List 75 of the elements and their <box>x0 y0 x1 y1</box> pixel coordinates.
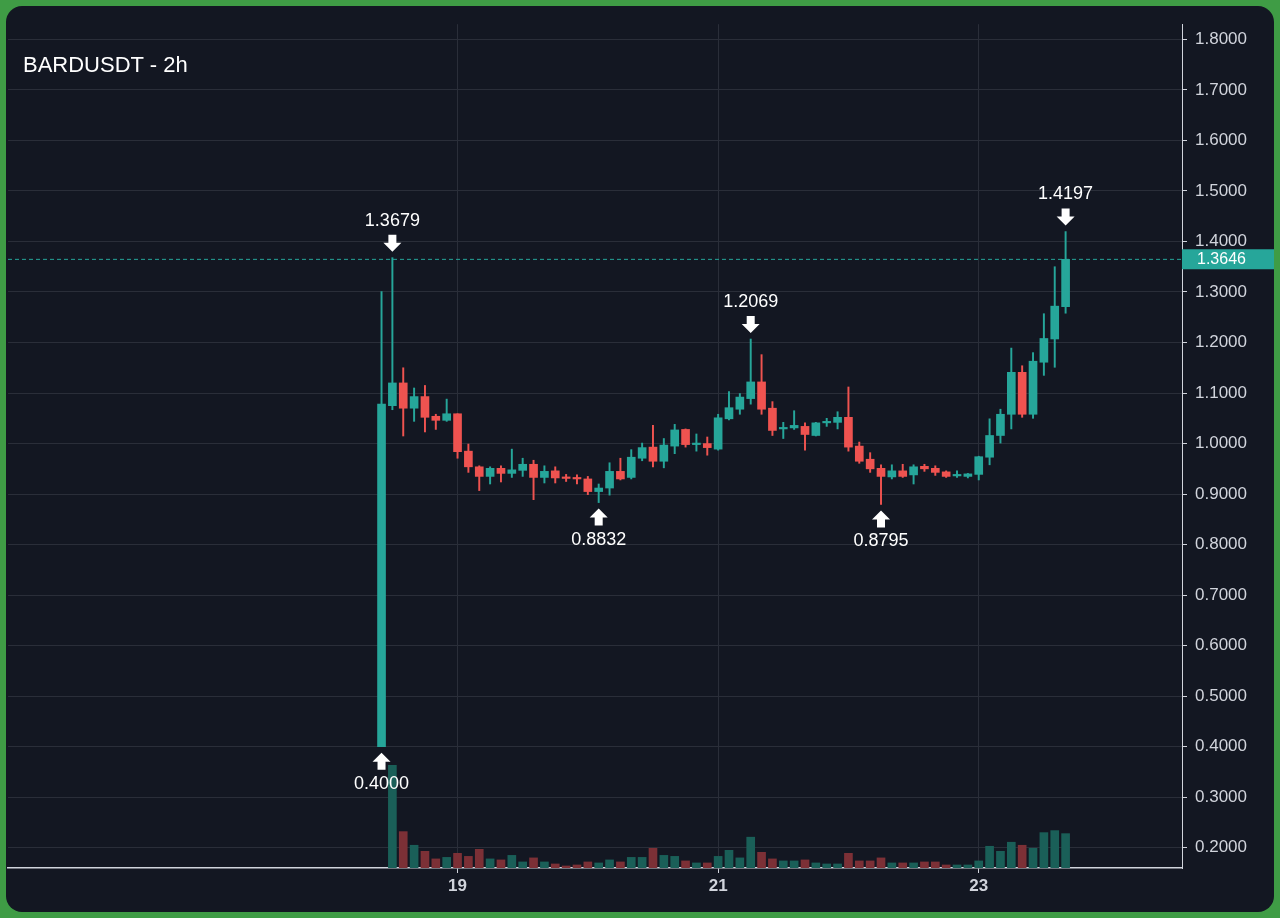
annotation: 0.4000 <box>354 772 410 793</box>
y-tick-label: 1.4000 <box>1195 231 1247 251</box>
bar <box>616 861 625 868</box>
bar <box>442 857 452 868</box>
bar <box>594 862 604 868</box>
y-tick-label: 1.6000 <box>1195 130 1247 150</box>
bar <box>518 861 528 868</box>
annotation: 0.8795 <box>853 530 909 551</box>
bar <box>1039 832 1049 868</box>
bar <box>854 860 864 868</box>
bar <box>431 858 441 868</box>
bar <box>974 860 984 868</box>
y-tick-label: 1.5000 <box>1195 180 1247 200</box>
annotation: 0.8832 <box>571 528 627 549</box>
bar <box>757 852 766 868</box>
y-tick-label: 0.9000 <box>1195 483 1247 503</box>
bar <box>420 851 430 868</box>
annotation: 1.4197 <box>1038 183 1094 204</box>
y-tick-label: 0.4000 <box>1195 736 1247 756</box>
ref-line-label: 1.3646 <box>1197 249 1247 267</box>
y-tick-label: 0.5000 <box>1195 685 1247 705</box>
text: BARDUSDT - 2h <box>23 52 188 78</box>
y-tick-label: 1.8000 <box>1195 29 1247 49</box>
bar <box>768 858 777 868</box>
bar <box>1028 847 1038 868</box>
y-tick-label: 1.2000 <box>1195 332 1247 352</box>
bar <box>930 861 940 868</box>
bar <box>529 857 538 868</box>
bar <box>844 853 853 868</box>
bar <box>681 860 690 868</box>
x-tick-label: 19 <box>448 875 467 895</box>
bar <box>605 859 614 868</box>
bar <box>540 861 549 868</box>
bar <box>1017 844 1027 868</box>
annotation: 1.2069 <box>723 291 779 311</box>
bar <box>1061 833 1070 868</box>
annotation: 1.3679 <box>364 209 420 230</box>
bar <box>920 861 929 868</box>
bar <box>1050 830 1060 868</box>
bar <box>1006 841 1016 868</box>
bar <box>724 849 734 868</box>
bar <box>746 836 756 868</box>
bar <box>898 862 908 868</box>
y-tick-label: 0.6000 <box>1195 635 1247 655</box>
y-tick-label: 0.8000 <box>1195 534 1247 554</box>
bar <box>833 863 842 868</box>
bar <box>909 862 918 868</box>
bar <box>409 844 419 868</box>
x-tick-label: 23 <box>969 875 989 895</box>
bar <box>453 853 462 868</box>
x-tick-label: 21 <box>708 875 728 895</box>
bar <box>692 862 701 868</box>
y-tick-label: 1.7000 <box>1195 79 1247 99</box>
y-tick-label: 0.7000 <box>1195 584 1247 604</box>
bar <box>713 856 723 868</box>
bar <box>637 857 647 868</box>
bar <box>648 847 658 868</box>
bar <box>464 856 473 868</box>
bar <box>778 860 788 868</box>
y-tick-label: 0.3000 <box>1195 786 1247 806</box>
y-tick-label: 1.0000 <box>1195 433 1247 453</box>
bar <box>996 851 1005 868</box>
bar <box>626 857 636 868</box>
bar <box>507 855 517 868</box>
bar <box>985 845 994 868</box>
bar <box>398 831 408 868</box>
y-tick-label: 0.2000 <box>1195 837 1247 857</box>
bar <box>474 848 484 868</box>
bar <box>822 863 832 868</box>
bar <box>670 856 680 868</box>
bar <box>702 862 712 868</box>
y-tick-label: 1.3000 <box>1195 281 1247 301</box>
bar <box>550 863 560 868</box>
y-tick-label: 1.1000 <box>1195 382 1247 402</box>
bar <box>659 855 669 868</box>
